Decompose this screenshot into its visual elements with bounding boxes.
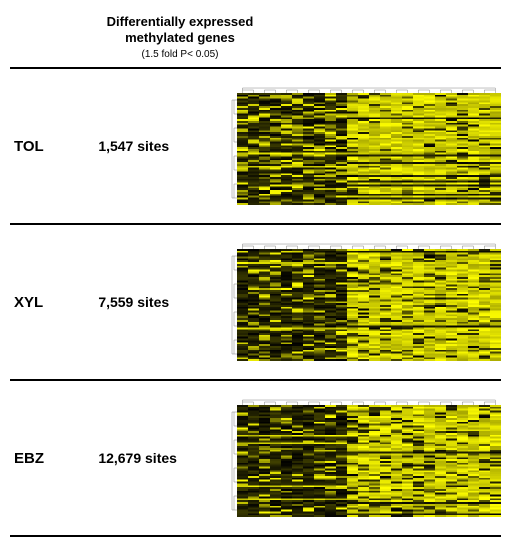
- row-count: 12,679 sites: [98, 450, 237, 466]
- row-label: XYL: [10, 294, 98, 311]
- data-row: EBZ12,679 sites: [10, 381, 501, 537]
- header-title-line2: methylated genes: [95, 30, 265, 46]
- figure: Differentially expressed methylated gene…: [10, 10, 501, 537]
- dendrogram-left: [231, 93, 237, 205]
- heatmap-wrap: [237, 399, 501, 517]
- header-title-block: Differentially expressed methylated gene…: [95, 10, 265, 67]
- dendrogram-left: [231, 249, 237, 361]
- dendrogram-left: [231, 405, 237, 517]
- data-row: TOL1,547 sites: [10, 69, 501, 225]
- header-row: Differentially expressed methylated gene…: [10, 10, 501, 69]
- row-count: 1,547 sites: [98, 138, 237, 154]
- heatmap-wrap: [237, 87, 501, 205]
- heatmap-wrap: [237, 243, 501, 361]
- header-subtitle: (1.5 fold P< 0.05): [95, 49, 265, 62]
- row-label: TOL: [10, 138, 98, 155]
- heatmap: [237, 405, 501, 517]
- rows-container: TOL1,547 sitesXYL7,559 sitesEBZ12,679 si…: [10, 69, 501, 537]
- row-label: EBZ: [10, 450, 98, 467]
- heatmap: [237, 249, 501, 361]
- header-spacer: [10, 10, 95, 67]
- heatmap: [237, 93, 501, 205]
- header-title-line1: Differentially expressed: [95, 14, 265, 30]
- row-count: 7,559 sites: [98, 294, 237, 310]
- data-row: XYL7,559 sites: [10, 225, 501, 381]
